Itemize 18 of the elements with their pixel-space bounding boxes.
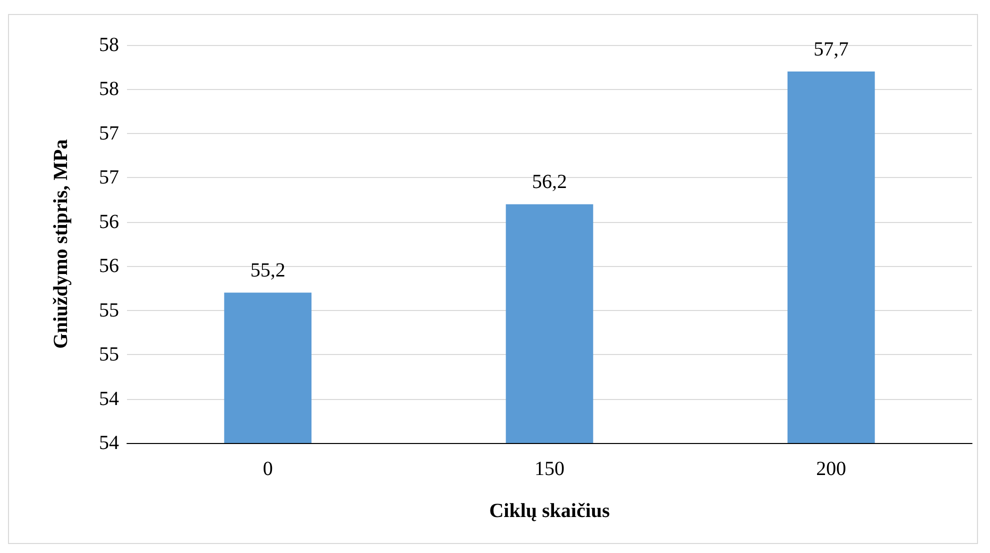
data-label: 56,2 <box>532 171 567 194</box>
x-tick-label: 0 <box>262 458 273 480</box>
data-label: 57,7 <box>814 38 849 61</box>
y-tick-label: 54 <box>99 432 119 454</box>
y-tick-label: 58 <box>99 34 119 56</box>
x-tick-label: 150 <box>534 458 564 480</box>
x-tick-label: 200 <box>816 458 846 480</box>
y-tick-label: 56 <box>99 210 119 233</box>
y-tick-label: 58 <box>99 78 119 100</box>
y-tick-label: 54 <box>99 388 119 410</box>
x-axis-title: Ciklų skaičius <box>489 500 610 522</box>
y-tick-label: 56 <box>99 255 119 278</box>
y-tick-label: 57 <box>99 122 119 144</box>
y-tick-label: 55 <box>99 299 119 322</box>
y-tick-label: 57 <box>99 166 119 189</box>
y-axis-title: Gniuždymo stipris, MPa <box>50 139 72 349</box>
y-tick-label: 55 <box>99 344 119 366</box>
data-label: 55,2 <box>250 260 286 282</box>
